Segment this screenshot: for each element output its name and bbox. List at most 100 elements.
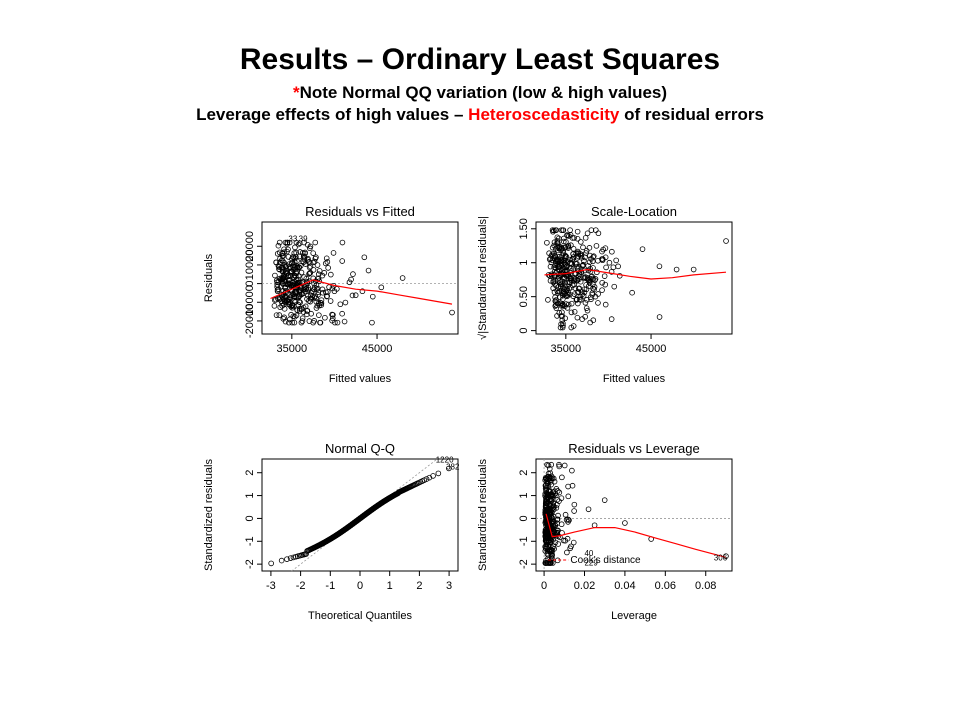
point-label: 306 [714, 554, 728, 563]
data-point [268, 560, 274, 567]
data-point [315, 271, 322, 278]
point-label: 33 [288, 235, 297, 244]
data-point [554, 234, 561, 241]
data-point [315, 275, 322, 282]
plot-residuals-vs-fitted: Residuals vs Fitted 35000 45000 -20000 -1000… [200, 200, 465, 400]
data-point [334, 319, 341, 326]
data-point [323, 255, 330, 262]
data-point [552, 277, 559, 284]
x-tick-label: 0.02 [574, 580, 595, 592]
data-point [571, 501, 578, 508]
data-point [339, 239, 346, 246]
data-point [542, 532, 549, 539]
data-point [275, 242, 282, 249]
data-point [308, 296, 315, 302]
data-point [548, 492, 555, 498]
data-point [293, 312, 300, 319]
x-tick-label: 1 [387, 580, 393, 592]
data-point [568, 309, 575, 316]
data-point [286, 239, 293, 246]
plot-title: Normal Q-Q [325, 441, 395, 456]
data-point [282, 269, 289, 275]
data-point [592, 293, 599, 300]
data-point [587, 266, 593, 272]
y-tick-label: -10000 [244, 285, 256, 319]
data-point [547, 255, 554, 262]
data-point [549, 244, 556, 251]
data-point [603, 264, 609, 271]
data-point [559, 301, 566, 308]
data-point [575, 289, 581, 296]
data-point [286, 277, 292, 283]
data-point [552, 254, 559, 260]
data-point [315, 285, 321, 292]
data-point [560, 322, 566, 329]
data-point [559, 474, 565, 481]
data-point [573, 297, 580, 303]
data-point [613, 257, 619, 264]
data-point [591, 286, 597, 293]
point-label: 229 [584, 558, 598, 567]
y-tick-label: -20000 [244, 304, 256, 338]
data-point [545, 297, 551, 303]
point-label: 39 [299, 235, 308, 244]
data-point [561, 257, 568, 263]
data-point [348, 276, 354, 283]
data-point [562, 315, 568, 322]
data-point [568, 300, 575, 307]
data-point [544, 540, 550, 546]
data-point [544, 560, 551, 566]
data-point [298, 319, 305, 326]
y-tick-label: 0 [244, 515, 256, 521]
data-point [322, 260, 329, 267]
data-point [587, 252, 593, 259]
data-point [325, 265, 331, 271]
data-point [316, 268, 323, 274]
data-point [690, 266, 697, 273]
data-point [322, 314, 328, 321]
point-label: 40 [584, 549, 593, 558]
data-point [573, 260, 580, 267]
data-point [567, 232, 574, 238]
subtitle-highlight: Heteroscedasticity [468, 105, 620, 124]
data-point [299, 250, 306, 256]
data-point [554, 238, 561, 244]
data-point [555, 541, 562, 547]
x-tick-label: 35000 [551, 343, 582, 355]
x-tick-label: -2 [296, 580, 306, 592]
data-point [554, 488, 561, 494]
data-point [550, 536, 556, 543]
data-point [574, 228, 581, 235]
data-point [281, 306, 288, 312]
data-point [547, 548, 554, 554]
data-point [291, 293, 297, 300]
point-label: 1220 [436, 455, 454, 464]
data-point [564, 549, 570, 556]
data-point [567, 227, 573, 233]
data-point [595, 300, 601, 306]
note-text: Note Normal QQ variation (low & high val… [299, 83, 668, 102]
data-point [309, 288, 315, 295]
data-point [279, 278, 285, 284]
data-point [563, 271, 569, 278]
data-point [559, 324, 566, 331]
y-axis-label: Residuals [203, 253, 215, 302]
data-point [293, 270, 300, 277]
data-point [285, 280, 291, 287]
data-point [562, 244, 569, 251]
data-point [570, 539, 577, 546]
data-point [583, 305, 590, 311]
data-point [616, 273, 623, 279]
data-point [560, 227, 566, 233]
data-point [378, 284, 385, 291]
y-axis-label: Standardized residuals [477, 459, 489, 571]
data-point [305, 286, 312, 293]
data-point [556, 461, 562, 468]
data-point [567, 256, 573, 263]
data-point [339, 310, 345, 317]
data-point [290, 291, 297, 298]
data-point [599, 279, 606, 286]
data-point [571, 291, 578, 297]
data-point [556, 245, 562, 252]
data-point [294, 307, 300, 313]
